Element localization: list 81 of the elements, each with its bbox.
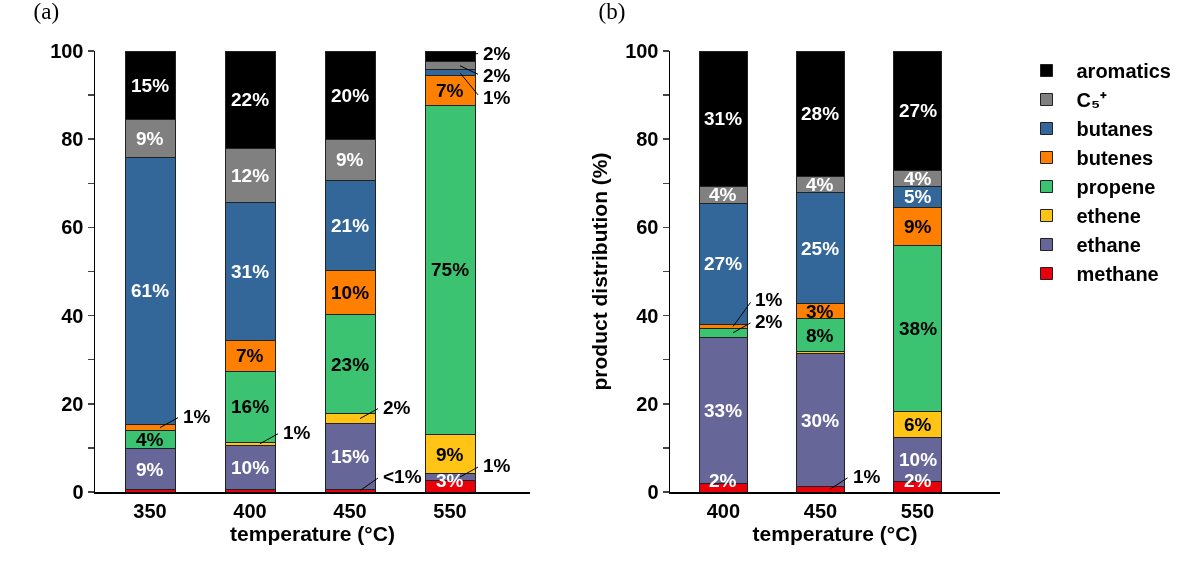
data-label: 1% (483, 87, 511, 108)
data-label: 1% (755, 289, 783, 310)
data-label: 4% (136, 429, 164, 450)
data-label: 9% (136, 459, 164, 480)
data-label: 9% (136, 128, 164, 149)
data-label: 6% (904, 414, 932, 435)
data-label: 1% (283, 422, 311, 443)
y-tick-label: 80 (61, 128, 84, 151)
data-label: 1% (853, 466, 881, 487)
data-label: 75% (431, 259, 470, 280)
chart-title: (a) (33, 0, 60, 24)
data-label: 22% (231, 89, 270, 110)
data-label: 7% (236, 345, 264, 366)
data-label: 30% (801, 410, 840, 431)
x-axis-title: temperature (°C) (230, 522, 395, 546)
data-label: 8% (806, 325, 834, 346)
chart-title: (b) (598, 0, 626, 24)
data-label: 1% (483, 455, 511, 476)
data-label: 5% (904, 186, 932, 207)
y-tick-label: 100 (625, 40, 659, 62)
data-label: 16% (231, 396, 270, 417)
y-tick-label: 60 (61, 216, 84, 239)
y-tick-label: 0 (72, 481, 84, 503)
data-label: 33% (704, 400, 743, 421)
data-label: 15% (331, 446, 370, 467)
y-axis-title: product distribution (%) (587, 152, 611, 391)
data-label: 4% (904, 168, 932, 189)
data-label: 4% (806, 174, 834, 195)
data-label: 10% (231, 457, 270, 478)
data-label: 10% (331, 282, 370, 303)
data-label: 31% (231, 261, 270, 282)
x-tick-label: 400 (706, 499, 741, 522)
data-label: 2% (483, 65, 511, 86)
data-label: 20% (331, 85, 370, 106)
y-tick-label: 0 (647, 481, 659, 503)
data-label: 15% (131, 75, 170, 96)
data-label: <1% (383, 466, 422, 487)
legend-label: ethene (1076, 205, 1141, 228)
data-label: 9% (904, 216, 932, 237)
data-label: 3% (436, 470, 464, 491)
legend-label: propene (1076, 176, 1156, 199)
data-label: 1% (183, 406, 211, 427)
y-tick-label: 80 (636, 128, 659, 151)
data-label: 4% (709, 184, 737, 205)
y-tick-label: 40 (636, 304, 659, 327)
x-tick-label: 400 (233, 499, 267, 522)
y-tick-label: 100 (50, 40, 84, 62)
data-label: 7% (436, 80, 464, 101)
legend-label: ethane (1076, 234, 1141, 257)
data-label: 3% (806, 301, 834, 322)
y-tick-label: 20 (61, 392, 84, 415)
legend-label: aromatics (1076, 60, 1171, 83)
data-label: 10% (899, 449, 938, 470)
y-tick-label: 60 (636, 216, 659, 239)
data-label: 25% (801, 238, 840, 259)
data-label: 9% (336, 149, 364, 170)
data-label: 2% (755, 311, 783, 332)
data-label: 2% (383, 397, 411, 418)
data-label: 27% (704, 253, 743, 274)
x-tick-label: 450 (803, 499, 838, 522)
data-label: 2% (483, 43, 511, 64)
y-tick-label: 40 (61, 304, 84, 327)
data-label: 9% (436, 444, 464, 465)
data-label: 21% (331, 215, 370, 236)
data-label: 38% (899, 318, 938, 339)
legend-label: methane (1076, 263, 1159, 286)
x-tick-label: 550 (900, 499, 935, 522)
y-tick-label: 20 (636, 392, 659, 415)
data-label: 61% (131, 280, 170, 301)
data-label: 23% (331, 354, 370, 375)
data-label: 12% (231, 165, 270, 186)
legend-label: C₅⁺ (1076, 89, 1108, 112)
x-tick-label: 350 (133, 499, 167, 522)
legend-label: butenes (1076, 147, 1154, 170)
x-tick-label: 550 (433, 499, 467, 522)
x-axis-title: temperature (°C) (752, 522, 918, 546)
data-label: 28% (801, 103, 840, 124)
data-label: 27% (899, 100, 938, 121)
x-tick-label: 450 (333, 499, 367, 522)
data-label: 31% (704, 108, 743, 129)
legend-label: butanes (1076, 118, 1154, 141)
